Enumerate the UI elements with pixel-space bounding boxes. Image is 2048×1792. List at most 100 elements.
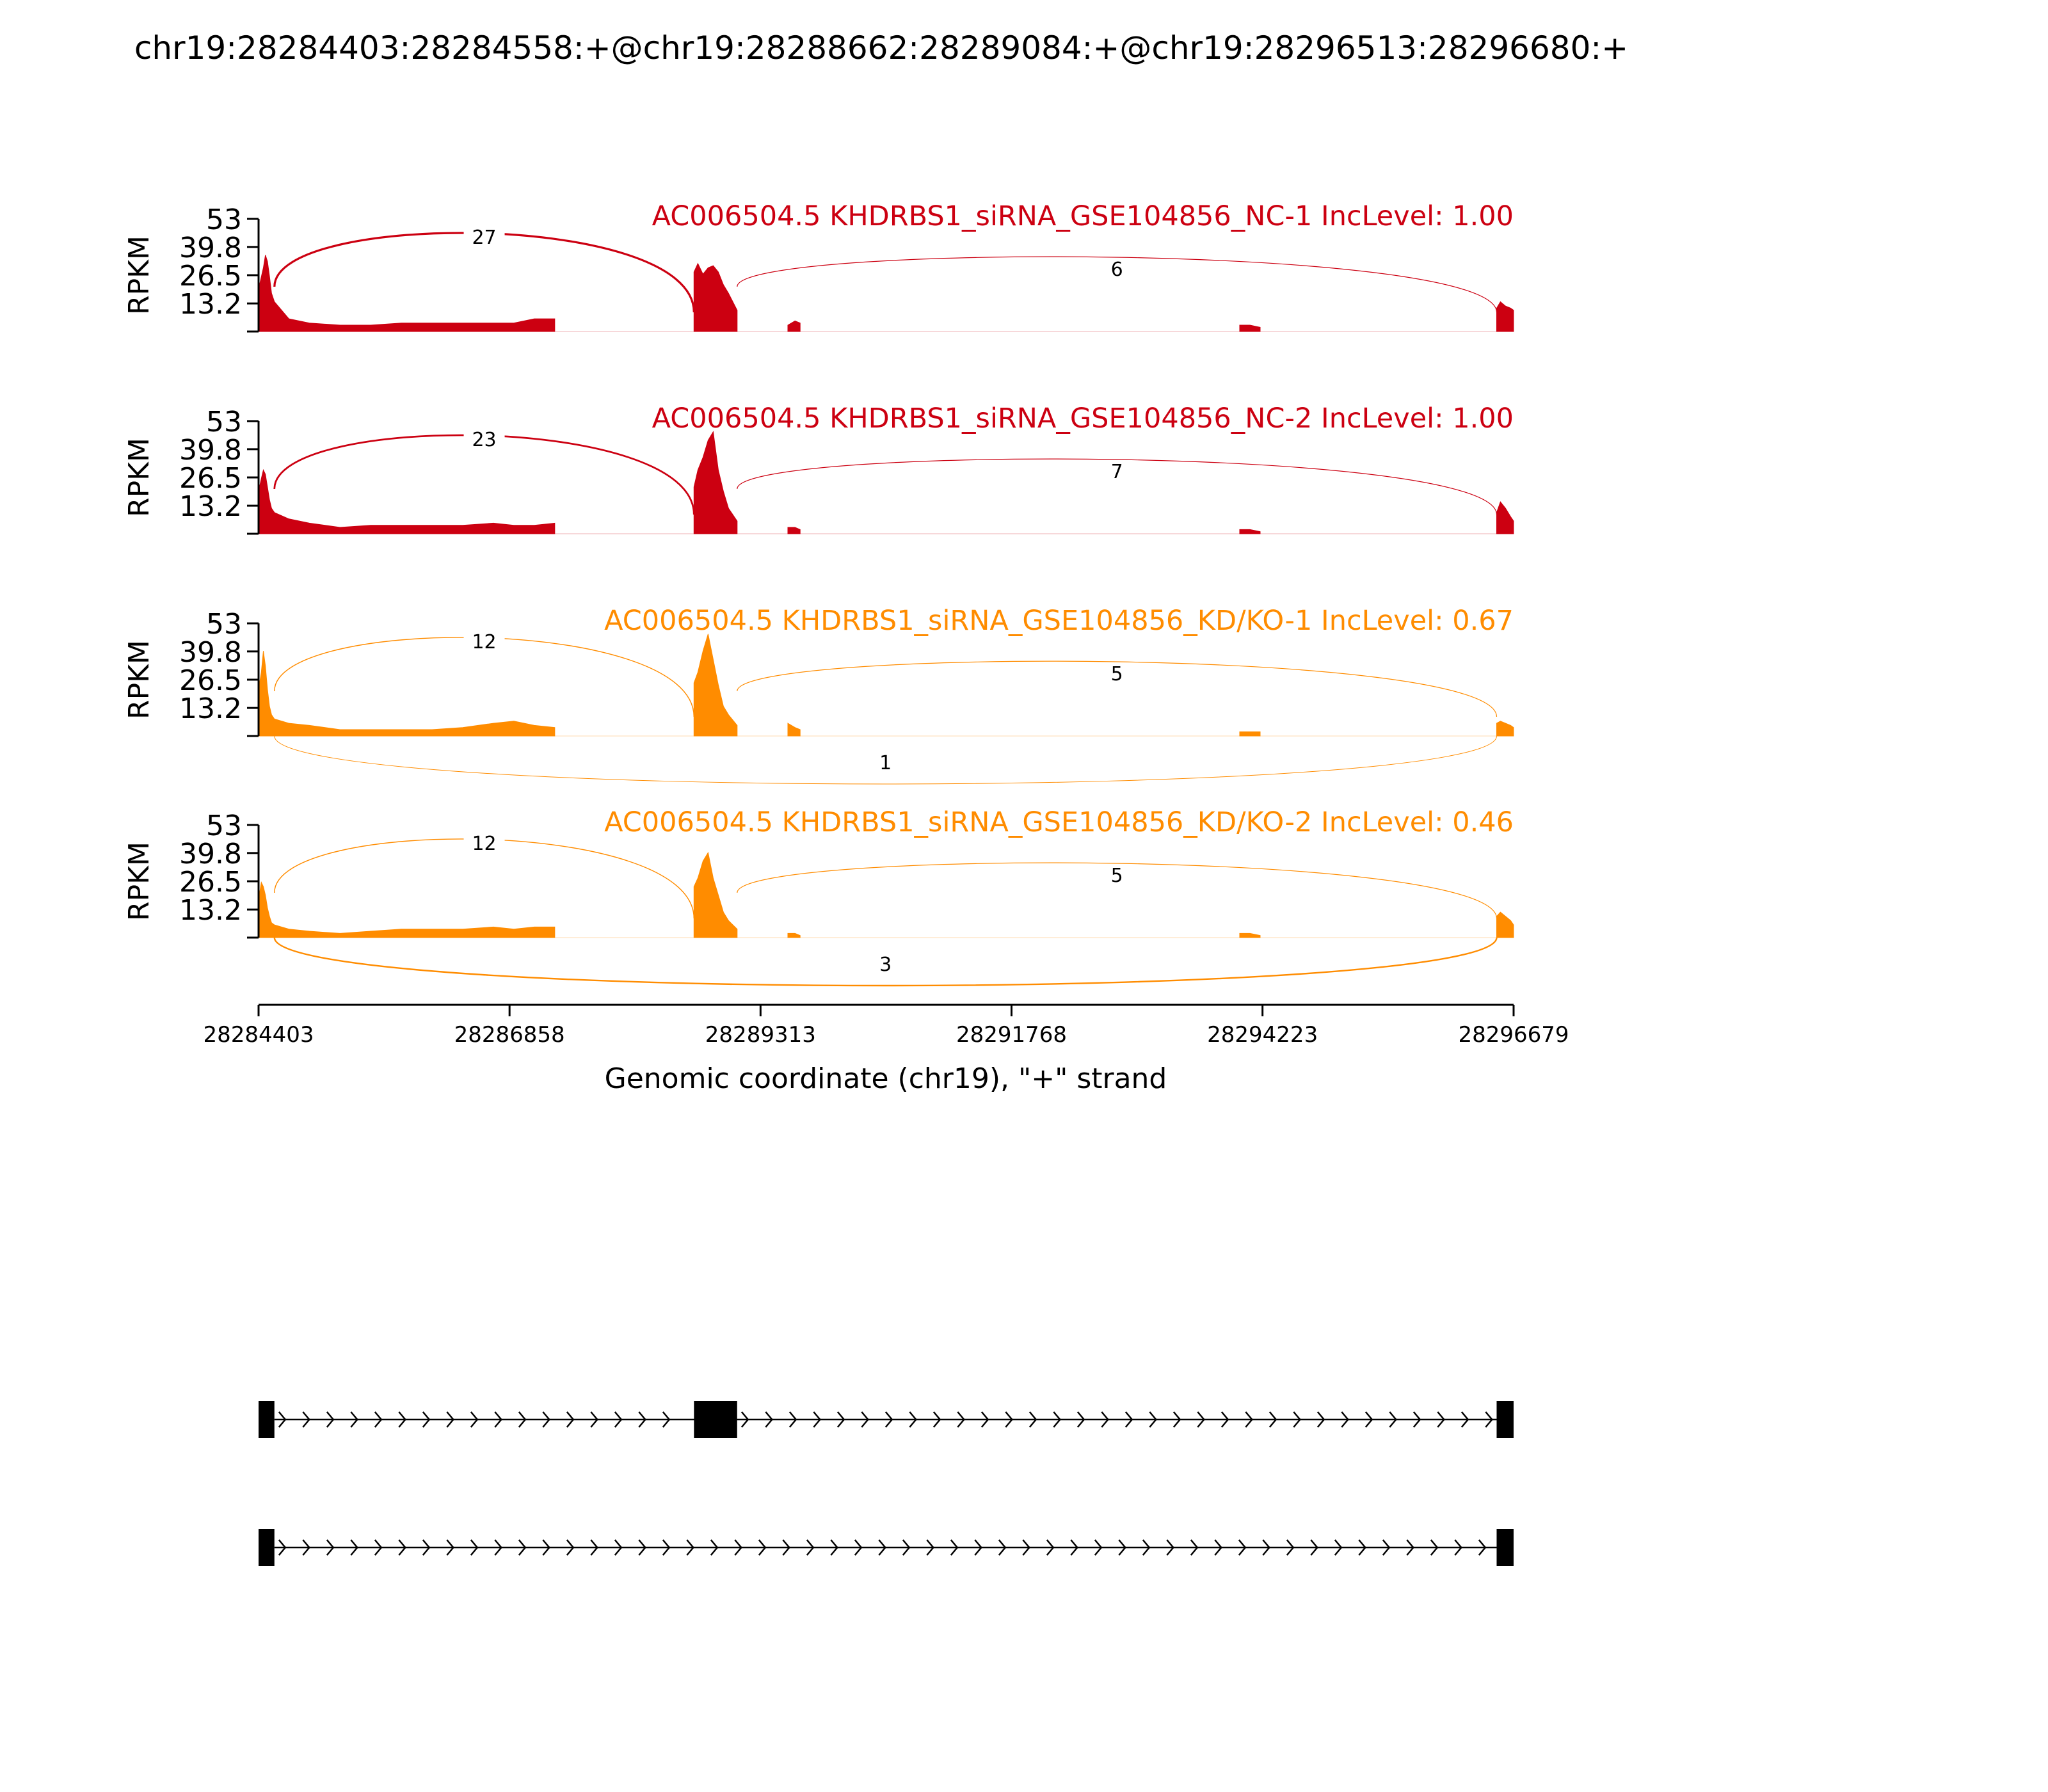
strand-chevron — [980, 1411, 989, 1428]
coverage-area — [693, 851, 738, 938]
strand-chevron — [1485, 1411, 1493, 1428]
y-tick-label: 26.5 — [179, 260, 242, 292]
strand-chevron — [974, 1539, 982, 1556]
strand-chevron — [806, 1539, 815, 1556]
junction-label-bg — [1096, 867, 1138, 887]
strand-chevron — [542, 1411, 550, 1428]
coverage-area — [1239, 529, 1261, 534]
strand-chevron — [1197, 1411, 1205, 1428]
y-axis-label: RPKM — [123, 640, 156, 719]
y-tick-label: 53 — [206, 204, 242, 236]
strand-chevron — [1220, 1411, 1229, 1428]
strand-chevron — [494, 1411, 502, 1428]
x-axis-label: Genomic coordinate (chr19), "+" strand — [605, 1062, 1167, 1095]
strand-chevron — [302, 1539, 310, 1556]
strand-chevron — [614, 1411, 623, 1428]
strand-chevron — [1245, 1411, 1253, 1428]
strand-chevron — [542, 1539, 550, 1556]
strand-chevron — [614, 1539, 623, 1556]
junction-label-bg — [463, 835, 505, 855]
junction-label-bg — [1096, 260, 1138, 281]
coverage-area — [787, 723, 801, 737]
strand-chevron — [1124, 1411, 1133, 1428]
y-tick-label: 39.8 — [179, 434, 242, 467]
exon-block — [694, 1401, 737, 1438]
strand-chevron — [1316, 1411, 1325, 1428]
strand-chevron — [758, 1539, 767, 1556]
coverage-area — [258, 881, 556, 938]
isoform-track — [259, 1529, 1514, 1566]
junction-arc — [737, 660, 1498, 717]
junction-label-bg — [463, 633, 505, 653]
coverage-area — [258, 651, 556, 737]
strand-chevron — [1478, 1539, 1487, 1556]
strand-chevron — [1172, 1411, 1181, 1428]
junction-label-bg — [1096, 665, 1138, 685]
junction-label-bg — [865, 754, 906, 774]
isoform-structures — [259, 1401, 1514, 1566]
coverage-area — [693, 431, 738, 534]
junction-arc — [737, 458, 1498, 515]
junction-count: 12 — [472, 833, 496, 855]
strand-chevron — [957, 1411, 965, 1428]
strand-chevron — [326, 1411, 335, 1428]
junction-count: 6 — [1111, 259, 1123, 281]
junction-arc — [274, 735, 1497, 785]
strand-chevron — [1412, 1411, 1421, 1428]
sample-title: AC006504.5 KHDRBS1_siRNA_GSE104856_NC-2 … — [652, 403, 1514, 435]
strand-chevron — [278, 1539, 287, 1556]
coverage-area — [693, 262, 738, 332]
junction-count: 23 — [472, 429, 496, 451]
y-tick-label: 39.8 — [179, 636, 242, 669]
strand-chevron — [1364, 1411, 1373, 1428]
strand-chevron — [1070, 1539, 1078, 1556]
strand-chevron — [566, 1411, 575, 1428]
strand-chevron — [740, 1411, 749, 1428]
exon-block — [1496, 1529, 1514, 1566]
strand-chevron — [1310, 1539, 1318, 1556]
strand-chevron — [836, 1411, 845, 1428]
strand-chevron — [1005, 1411, 1013, 1428]
y-tick-label: 13.2 — [179, 894, 242, 927]
coverage-area — [787, 932, 801, 938]
coverage-area — [1496, 301, 1514, 332]
y-tick-label: 13.2 — [179, 288, 242, 321]
x-axis: 28284403 28286858 28289313 28291768 28294223… — [203, 1004, 1569, 1095]
strand-chevron — [278, 1411, 287, 1428]
strand-chevron — [470, 1539, 479, 1556]
strand-chevron — [1190, 1539, 1199, 1556]
exon-block — [259, 1401, 275, 1438]
junction-arc — [737, 256, 1498, 313]
exon-block — [259, 1529, 275, 1566]
strand-chevron — [662, 1411, 671, 1428]
strand-chevron — [1286, 1539, 1295, 1556]
strand-chevron — [1149, 1411, 1157, 1428]
junction-arc — [273, 937, 1498, 987]
strand-chevron — [1046, 1539, 1055, 1556]
x-tick-label: 28286858 — [454, 1022, 565, 1048]
strand-chevron — [926, 1539, 934, 1556]
strand-chevron — [1358, 1539, 1366, 1556]
strand-chevron — [1382, 1539, 1391, 1556]
y-axis-label: RPKM — [123, 236, 156, 315]
coverage-area — [258, 468, 556, 534]
coverage-area — [787, 320, 801, 332]
strand-chevron — [398, 1411, 406, 1428]
sample-title: AC006504.5 KHDRBS1_siRNA_GSE104856_KD/KO… — [604, 605, 1514, 637]
coverage-area — [1239, 324, 1261, 332]
junction-label-bg — [463, 228, 505, 249]
strand-chevron — [326, 1539, 335, 1556]
x-tick-label: 28291768 — [956, 1022, 1067, 1048]
strand-chevron — [1028, 1411, 1037, 1428]
strand-chevron — [1460, 1411, 1469, 1428]
junction-label-bg — [865, 956, 906, 976]
strand-chevron — [878, 1539, 886, 1556]
strand-chevron — [710, 1539, 719, 1556]
strand-chevron — [932, 1411, 941, 1428]
junction-count: 5 — [1111, 663, 1123, 685]
strand-chevron — [374, 1539, 383, 1556]
strand-chevron — [422, 1411, 431, 1428]
y-tick-label: 53 — [206, 810, 242, 842]
strand-chevron — [830, 1539, 838, 1556]
